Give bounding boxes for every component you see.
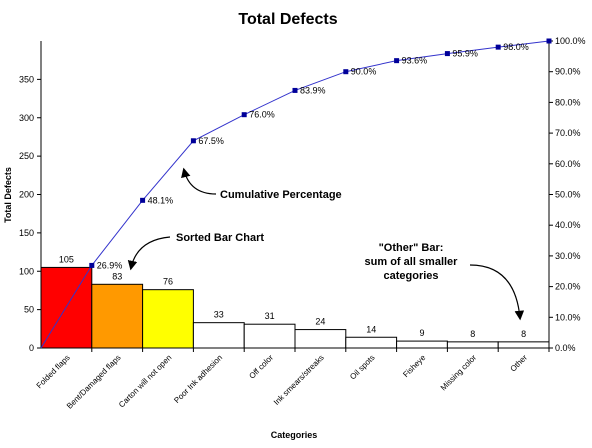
y-tick-label: 200 — [19, 190, 34, 200]
other-bar-annotation-text: sum of all smaller — [365, 256, 459, 268]
bar-value-label: 14 — [366, 324, 376, 334]
category-label: Bent/Damaged flaps — [65, 353, 123, 411]
cumulative-point-label: 90.0% — [351, 67, 377, 77]
bar — [142, 289, 194, 349]
category-label: Fisheye — [401, 353, 428, 380]
category-label: Ink smears/streaks — [272, 353, 326, 407]
bar — [294, 329, 347, 349]
plot-area: 0 50 100 150 200 250 300 350 0.0% 10.0% 20.0% 30.0%… — [19, 36, 586, 411]
cumulative-point — [546, 38, 552, 44]
bar — [396, 340, 448, 349]
y-tick-label: 300 — [19, 113, 34, 123]
bar-value-label: 31 — [265, 311, 275, 321]
cumulative-point-label: 76.0% — [249, 110, 275, 120]
cumulative-point — [444, 51, 450, 57]
cumulative-point — [394, 58, 400, 64]
bar-value-label: 8 — [470, 329, 475, 339]
y-tick-label: 350 — [19, 74, 34, 84]
cumulative-point — [495, 44, 501, 50]
y2-tick-label: 70.0% — [555, 128, 581, 138]
y2-tick-label: 80.0% — [555, 97, 581, 107]
cumulative-point — [343, 69, 349, 75]
bar — [446, 341, 499, 349]
y2-tick-label: 90.0% — [555, 67, 581, 77]
bar-value-label: 24 — [315, 317, 325, 327]
bar-value-label: 9 — [419, 328, 424, 338]
bar — [345, 336, 398, 349]
y-tick-label: 250 — [19, 151, 34, 161]
sorted-bar-annotation-text: Sorted Bar Chart — [176, 232, 264, 244]
bar-value-label: 83 — [112, 271, 122, 281]
cumulative-point-label: 48.1% — [148, 195, 174, 205]
y2-tick-label: 30.0% — [555, 251, 581, 261]
bar — [192, 322, 245, 349]
x-axis-title: Categories — [271, 430, 318, 440]
y2-tick-label: 10.0% — [555, 312, 581, 322]
cumulative-point — [292, 87, 298, 93]
category-label: Folded flaps — [35, 353, 72, 390]
cumulative-point-label: 95.9% — [452, 49, 478, 59]
bar — [243, 323, 296, 349]
bar-value-label: 76 — [163, 277, 173, 287]
bar — [497, 341, 550, 349]
cumulative-annotation-text: Cumulative Percentage — [220, 189, 342, 201]
bar-value-label: 8 — [521, 329, 526, 339]
category-label: Poor Ink adhesion — [172, 353, 224, 405]
other-bar-annotation-text: categories — [383, 270, 438, 282]
y2-tick-label: 60.0% — [555, 159, 581, 169]
cumulative-point — [190, 138, 196, 144]
cumulative-point-label: 83.9% — [300, 85, 326, 95]
sorted-bar-annotation-arrow — [127, 236, 171, 271]
category-label: Off color — [247, 353, 275, 381]
y2-tick-label: 0.0% — [555, 343, 576, 353]
cumulative-point — [241, 112, 247, 118]
y-tick-label: 100 — [19, 266, 34, 276]
y-tick-label: 50 — [24, 305, 34, 315]
cumulative-point — [140, 197, 146, 203]
category-label: Carton will not open — [117, 353, 173, 409]
y-tick-label: 150 — [19, 228, 34, 238]
cumulative-annotation-arrow — [181, 167, 217, 195]
y2-tick-label: 40.0% — [555, 220, 581, 230]
y2-tick-label: 20.0% — [555, 282, 581, 292]
bar-value-label: 33 — [214, 310, 224, 320]
y-tick-label: 0 — [29, 343, 34, 353]
category-label: Oil spots — [348, 353, 376, 381]
category-label: Other — [508, 353, 529, 374]
y2-tick-label: 100.0% — [555, 36, 586, 46]
bar-value-label: 105 — [59, 254, 74, 264]
category-label: Missing color — [439, 353, 479, 393]
bar — [91, 283, 144, 349]
cumulative-point-label: 93.6% — [402, 56, 428, 66]
y-axis-title: Total Defects — [3, 167, 13, 223]
cumulative-point-label: 67.5% — [198, 136, 224, 146]
cumulative-point-label: 26.9% — [97, 260, 123, 270]
chart-title: Total Defects — [238, 11, 337, 28]
other-bar-annotation-text: "Other" Bar: — [379, 242, 444, 254]
cumulative-point-label: 98.0% — [503, 42, 529, 52]
cumulative-point — [89, 262, 95, 268]
other-bar-annotation-arrow — [469, 264, 525, 321]
y2-tick-label: 50.0% — [555, 190, 581, 200]
